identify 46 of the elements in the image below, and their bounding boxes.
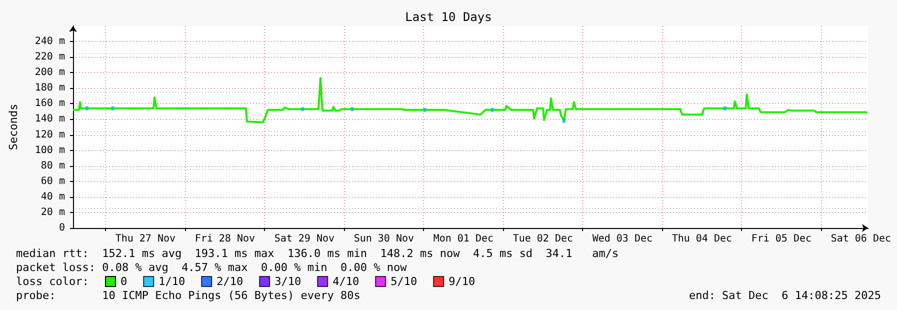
y-tick-label: 140 m [34, 114, 65, 125]
text: probe: 10 ICMP Echo Pings (56 Bytes) every 80s [16, 289, 360, 302]
text: packet loss: 0.08 % avg 4.57 % max 0.00 % min 0.00 % now [16, 261, 408, 274]
x-tick-label: Fri 28 Nov [194, 234, 256, 244]
point [423, 108, 426, 112]
legend-label: 3/10 [274, 275, 302, 288]
legend-label: 4/10 [332, 275, 360, 288]
point [490, 108, 494, 112]
legend-label: 0 [120, 275, 128, 288]
text: loss color: [16, 275, 89, 288]
legend-label: 9/10 [448, 275, 476, 288]
y-tick-label: 60 m [40, 176, 65, 187]
legend-label: 1/10 [158, 275, 186, 288]
x-tick-label: Sat 29 Nov [274, 234, 335, 244]
x-tick-label: Thu 04 Dec [672, 234, 732, 244]
y-tick-label: 40 m [40, 191, 65, 202]
point [85, 106, 88, 110]
y-tick-label: 120 m [34, 129, 65, 140]
y-tick-label: 220 m [34, 52, 65, 63]
y-tick-label: 80 m [40, 160, 65, 172]
x-tick-label: Thu 27 Nov [115, 234, 176, 244]
x-tick-label: Tue 02 Dec [512, 234, 574, 244]
line-series [72, 77, 868, 124]
chart-title: Last 10 Days [405, 10, 492, 24]
point [111, 106, 114, 110]
y-axis-title: Seconds [7, 104, 20, 150]
x-tick-label: Sat 06 Dec [830, 234, 892, 244]
text: end: Sat Dec 6 14:08:25 2025 [688, 289, 882, 302]
x-tick-label: Sun 30 Nov [354, 234, 414, 244]
y-tick-label: 20 m [40, 206, 65, 218]
y-tick-label: 160 m [34, 98, 65, 110]
text: median rtt: 152.1 ms avg 193.1 ms max 136.0 ms min 148.2 ms now 4.5 ms sd 34.1 am/s [16, 247, 619, 260]
y-tick-label: 200 m [34, 67, 65, 78]
legend-label: 2/10 [216, 275, 244, 288]
point [301, 107, 304, 112]
point [723, 106, 726, 110]
y-tick-label: 240 m [34, 36, 65, 48]
y-tick-label: 100 m [34, 144, 65, 156]
y-tick-label: 0 [58, 222, 65, 234]
point [562, 118, 566, 123]
x-tick-label: Mon 01 Dec [433, 234, 494, 244]
point [350, 107, 354, 112]
legend-label: 5/10 [390, 275, 418, 288]
x-tick-label: Fri 05 Dec [751, 234, 812, 244]
y-tick-label: 180 m [34, 82, 65, 94]
x-tick-label: Wed 03 Dec [592, 234, 653, 244]
